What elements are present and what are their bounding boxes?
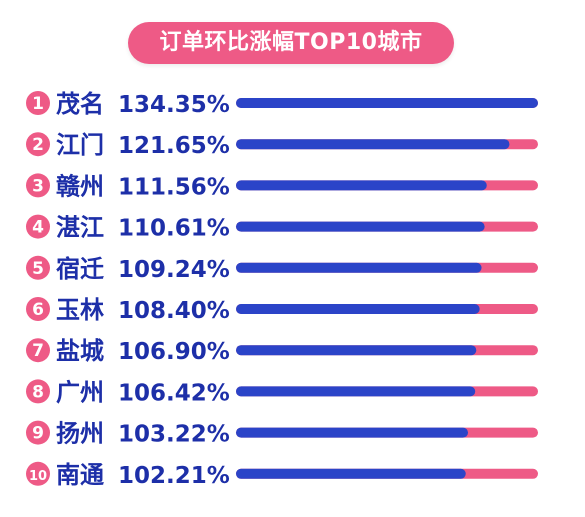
value-label: 134.35% — [118, 92, 230, 118]
rank-number: 2 — [32, 135, 44, 155]
bar-row: 6 玉林 108.40% — [26, 296, 538, 324]
value-label: 108.40% — [118, 298, 230, 324]
rank-number: 6 — [32, 300, 44, 320]
category-label: 江门 — [56, 131, 104, 159]
value-label: 111.56% — [118, 174, 230, 200]
bar — [236, 304, 480, 314]
rank-circle — [26, 420, 50, 445]
rank-circle — [26, 173, 50, 198]
value-label: 106.90% — [118, 339, 230, 365]
category-label: 玉林 — [56, 296, 104, 324]
category-label: 宿迁 — [56, 255, 104, 283]
value-label: 109.24% — [118, 257, 230, 283]
bar-row: 3 赣州 111.56% — [26, 172, 538, 200]
rank-circle — [26, 379, 50, 404]
bar-row: 8 广州 106.42% — [26, 378, 538, 406]
bar — [236, 386, 476, 397]
chart-title: 订单环比涨幅TOP10城市 — [128, 22, 454, 64]
rank-number: 10 — [29, 469, 47, 484]
rank-number: 5 — [32, 259, 44, 279]
bar-row: 10 南通 102.21% — [26, 461, 538, 489]
bar — [236, 139, 510, 150]
rank-number: 3 — [32, 176, 44, 196]
rank-circle — [26, 338, 50, 363]
value-label: 103.22% — [118, 422, 230, 448]
rank-circle — [26, 297, 50, 321]
rank-number: 4 — [32, 218, 44, 238]
bar-row: 2 江门 121.65% — [26, 131, 538, 159]
bar-row: 9 扬州 103.22% — [26, 420, 538, 448]
category-label: 茂名 — [56, 90, 104, 118]
bar-row: 4 湛江 110.61% — [26, 214, 538, 242]
value-label: 121.65% — [118, 133, 230, 159]
bar — [236, 180, 487, 191]
category-label: 湛江 — [56, 214, 104, 242]
value-label: 106.42% — [118, 380, 230, 406]
rank-circle — [26, 91, 50, 115]
rank-circle — [26, 461, 50, 486]
bar-row: 7 盐城 106.90% — [26, 337, 538, 365]
value-label: 110.61% — [118, 216, 230, 242]
rank-circle — [26, 132, 50, 157]
category-label: 盐城 — [56, 337, 104, 365]
bar-row: 5 宿迁 109.24% — [26, 255, 538, 283]
rank-circle — [26, 214, 50, 239]
bar-row: 1 茂名 134.35% — [26, 90, 538, 118]
category-label: 广州 — [56, 378, 104, 406]
rank-number: 7 — [32, 341, 44, 361]
rank-number: 9 — [32, 424, 44, 444]
category-label: 扬州 — [56, 420, 104, 448]
rank-number: 1 — [32, 94, 44, 114]
bar — [236, 468, 466, 479]
bar — [236, 221, 485, 232]
rank-circle — [26, 255, 50, 280]
category-label: 赣州 — [56, 172, 104, 200]
value-label: 102.21% — [118, 463, 230, 489]
bar — [236, 345, 477, 356]
bar — [236, 427, 469, 438]
bar — [236, 262, 482, 273]
bar — [236, 98, 538, 108]
rank-number: 8 — [32, 382, 44, 402]
category-label: 南通 — [56, 461, 104, 489]
